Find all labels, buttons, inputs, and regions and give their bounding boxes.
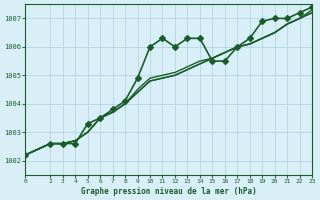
X-axis label: Graphe pression niveau de la mer (hPa): Graphe pression niveau de la mer (hPa) [81, 187, 257, 196]
